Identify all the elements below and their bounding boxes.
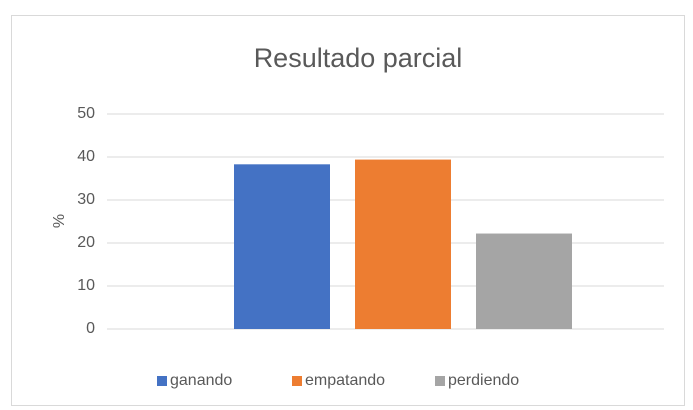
legend-label: perdiendo [448,372,519,389]
legend-label: empatando [305,372,385,389]
y-tick-label: 30 [77,191,95,208]
legend-label: ganando [170,372,232,389]
legend-swatch [435,376,445,386]
legend-swatch [292,376,302,386]
y-tick-label: 40 [77,148,95,165]
chart-border [11,15,685,406]
bar [355,159,451,329]
legend-swatch [157,376,167,386]
bar [476,233,572,329]
y-tick-label: 0 [86,320,95,337]
y-tick-label: 50 [77,105,95,122]
chart-title: Resultado parcial [254,43,463,73]
y-tick-label: 20 [77,234,95,251]
y-tick-label: 10 [77,277,95,294]
bar [234,164,330,329]
y-axis-label: % [51,214,68,228]
